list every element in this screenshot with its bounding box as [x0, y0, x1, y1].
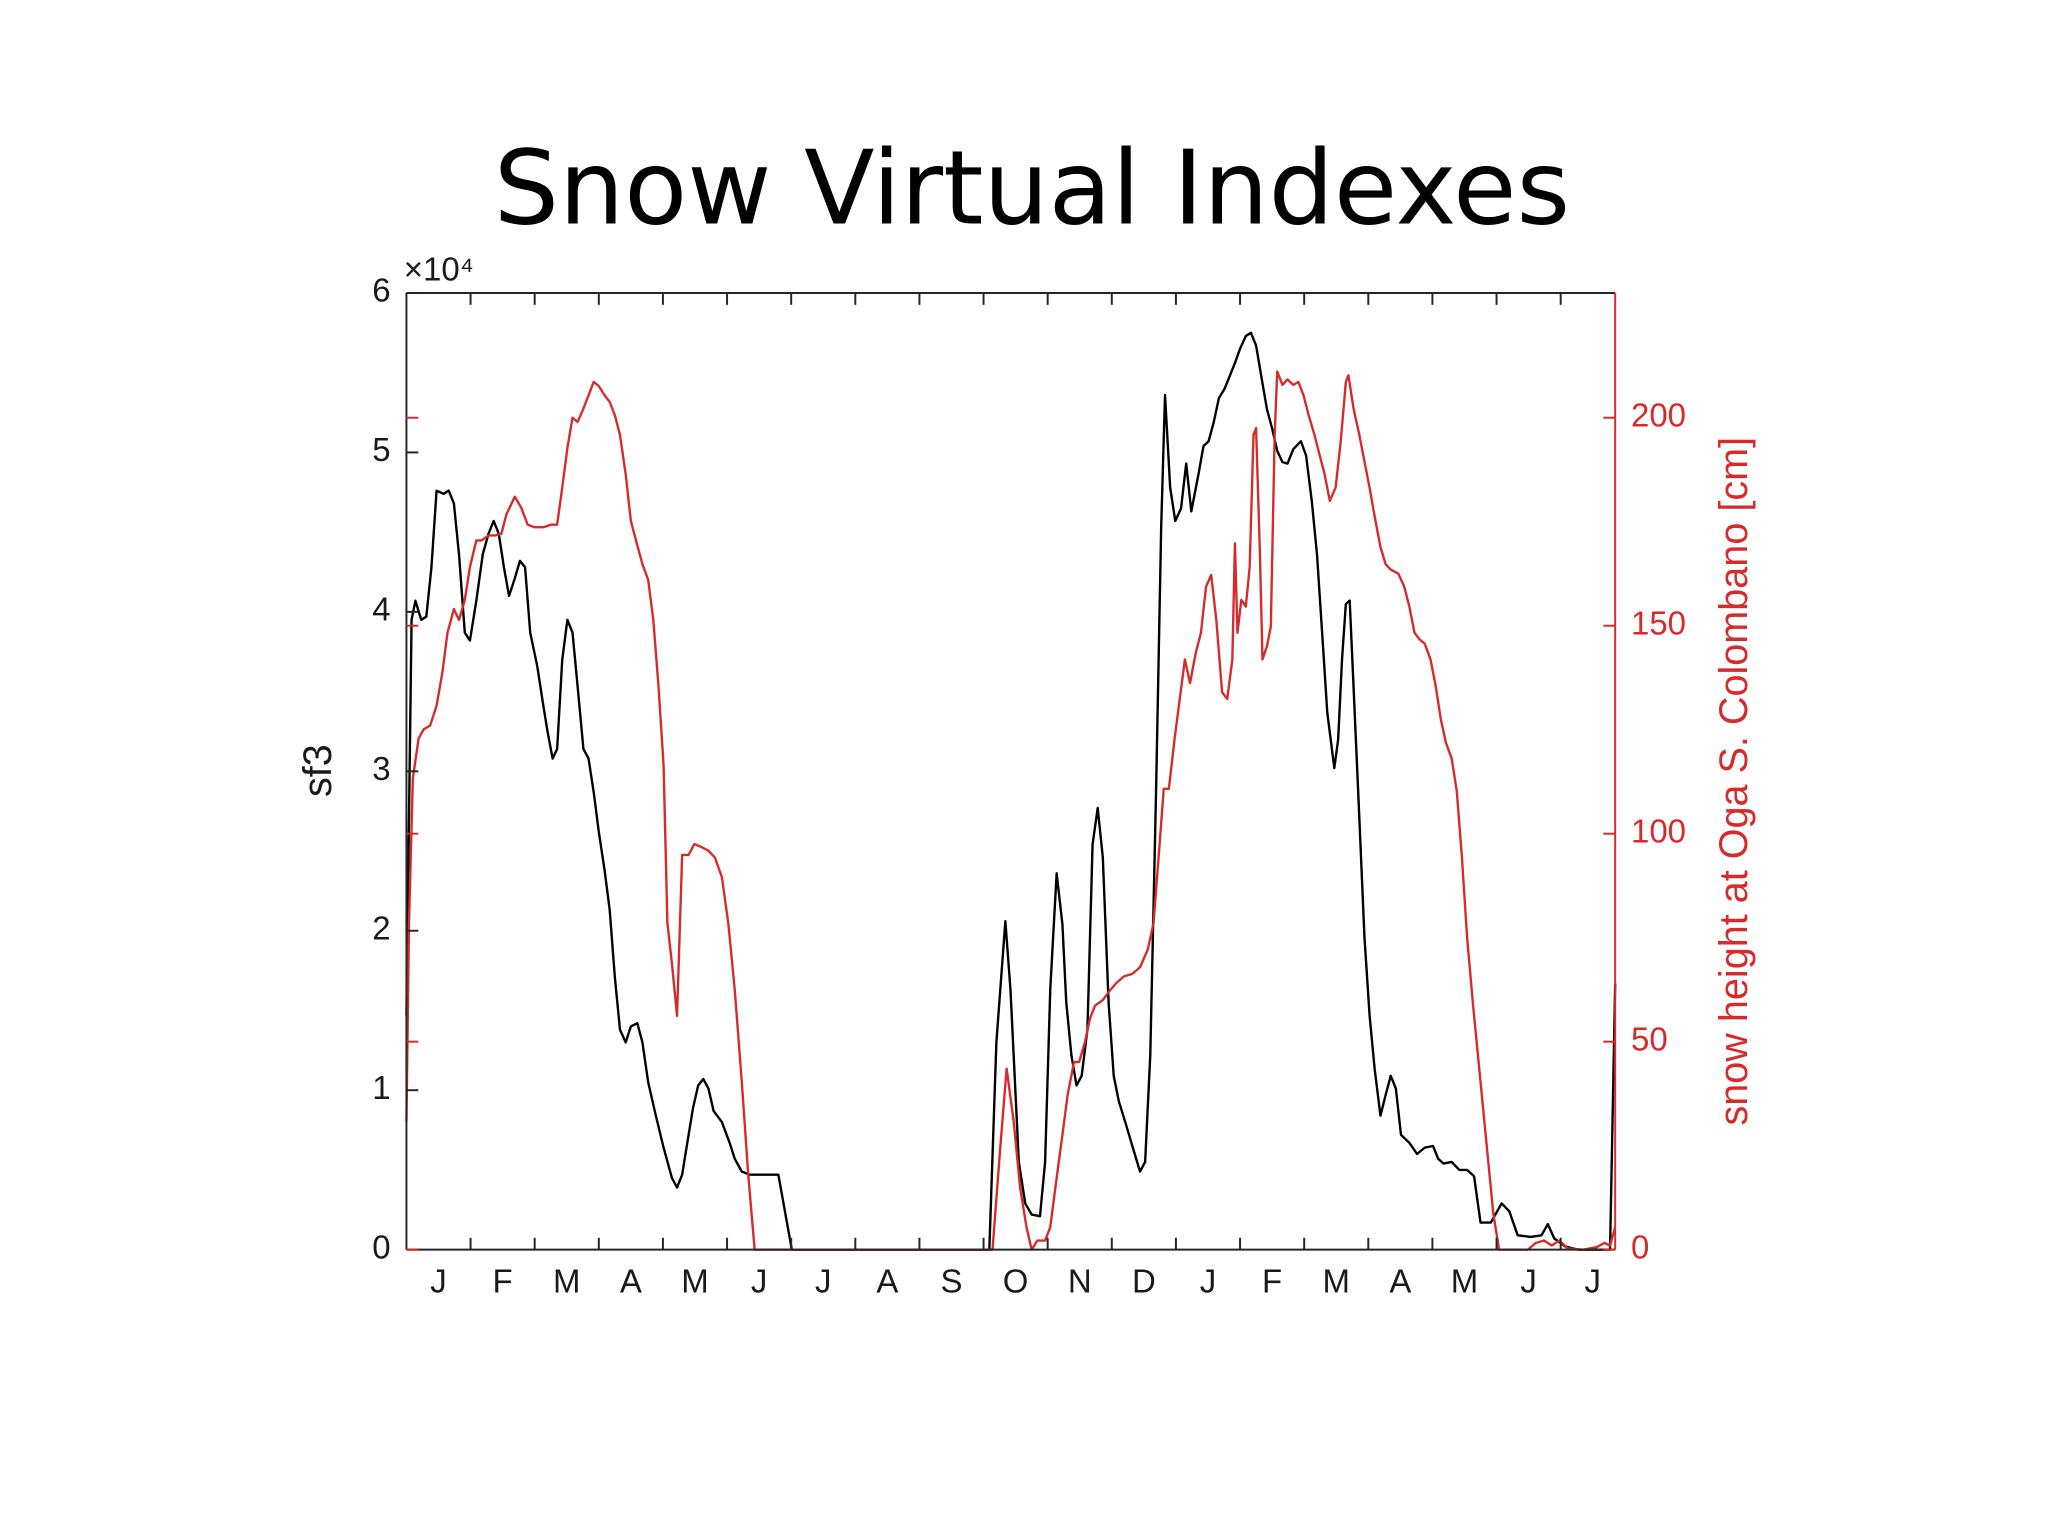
y2-axis-label: snow height at Oga S. Colombano [cm]: [1712, 437, 1756, 1126]
x-tick-label: J: [1200, 1263, 1216, 1300]
x-tick-label: A: [876, 1263, 898, 1300]
x-tick-label: M: [681, 1263, 708, 1300]
y2-tick-label: 150: [1631, 604, 1686, 641]
y-tick-label: 5: [372, 431, 390, 468]
slide-title: Snow Virtual Indexes: [494, 129, 1570, 249]
y-tick-label: 3: [372, 750, 390, 787]
x-tick-label: N: [1068, 1263, 1092, 1300]
y-tick-label: 1: [372, 1069, 390, 1106]
x-tick-label: M: [1451, 1263, 1478, 1300]
x-tick-label: D: [1132, 1263, 1156, 1300]
y-multiplier: ×10⁴: [404, 251, 474, 288]
x-tick-label: J: [751, 1263, 767, 1300]
y-axis-label: sf3: [296, 744, 340, 797]
x-tick-label: J: [1520, 1263, 1536, 1300]
data-line: [405, 331, 1617, 1251]
data-line: [405, 370, 1617, 1251]
x-tick-label: J: [815, 1263, 831, 1300]
x-tick-label: A: [620, 1263, 642, 1300]
y2-tick-label: 0: [1631, 1228, 1649, 1265]
x-tick-label: A: [1389, 1263, 1411, 1300]
y2-tick-label: 50: [1631, 1020, 1668, 1057]
x-tick-label: J: [1584, 1263, 1600, 1300]
x-tick-label: O: [1003, 1263, 1029, 1300]
x-tick-label: M: [1323, 1263, 1350, 1300]
y2-tick-label: 200: [1631, 396, 1686, 433]
x-tick-label: F: [493, 1263, 513, 1300]
y-tick-label: 2: [372, 909, 390, 946]
x-tick-label: S: [940, 1263, 962, 1300]
x-tick-label: M: [553, 1263, 580, 1300]
y-tick-label: 0: [372, 1228, 390, 1265]
x-tick-label: F: [1262, 1263, 1282, 1300]
y-tick-label: 4: [372, 591, 390, 628]
y-tick-label: 6: [372, 272, 390, 309]
x-tick-label: J: [430, 1263, 446, 1300]
y2-tick-label: 100: [1631, 812, 1686, 849]
